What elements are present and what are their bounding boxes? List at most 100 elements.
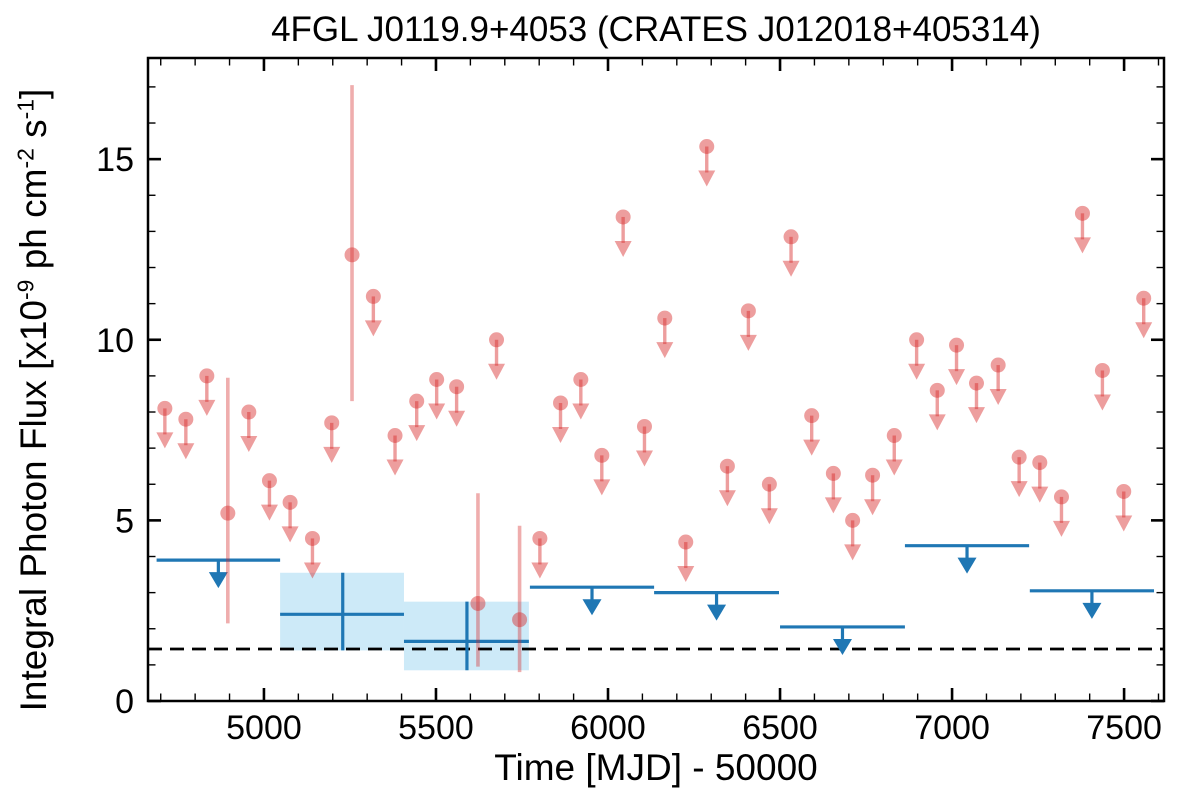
down-arrow-icon — [614, 240, 632, 257]
down-arrow-icon — [552, 426, 570, 443]
down-arrow-icon — [303, 562, 321, 579]
x-tick-label: 5500 — [398, 709, 474, 747]
upper-limit-point — [615, 209, 631, 225]
upper-limit-point — [178, 411, 194, 427]
y-tick-label: 0 — [115, 683, 134, 721]
detection-point — [470, 595, 486, 611]
x-tick-label: 7500 — [1086, 709, 1162, 747]
down-arrow-icon — [635, 450, 653, 467]
down-arrow-icon — [1052, 520, 1070, 537]
down-arrow-icon — [323, 446, 341, 463]
y-axis-label-units-2: s — [13, 119, 54, 149]
x-tick-label: 5000 — [226, 709, 302, 747]
upper-limit-point — [532, 530, 548, 546]
y-axis-label-exp-9: -9 — [12, 279, 39, 300]
down-arrow-icon — [1082, 602, 1102, 619]
upper-limit-point — [1032, 455, 1048, 471]
down-arrow-icon — [156, 432, 174, 449]
upper-limit-point — [282, 494, 298, 510]
down-arrow-icon — [760, 508, 778, 525]
upper-limit-point — [1136, 290, 1152, 306]
upper-limit-point — [365, 288, 381, 304]
upper-limit-point — [489, 332, 505, 348]
yearly-detection-boxes — [280, 572, 529, 671]
down-arrow-icon — [488, 363, 506, 380]
down-arrow-icon — [1135, 322, 1153, 339]
y-axis-label-text: Integral Photon Flux [x10 — [13, 299, 54, 712]
y-axis-label-close-bracket: ] — [13, 88, 54, 99]
upper-limit-point — [157, 400, 173, 416]
upper-limit-point — [657, 310, 673, 326]
down-arrow-icon — [885, 459, 903, 476]
x-tick-labels: 5000 5500 6000 6500 7000 7500 — [226, 709, 1162, 747]
upper-limit-point — [449, 379, 465, 395]
upper-limit-point — [1116, 483, 1132, 499]
down-arrow-icon — [967, 407, 985, 424]
upper-limit-point — [261, 473, 277, 489]
upper-limit-point — [199, 368, 215, 384]
y-tick-label: 15 — [96, 141, 134, 179]
x-tick-label: 7000 — [914, 709, 990, 747]
down-arrow-icon — [1031, 486, 1049, 503]
upper-limit-point — [1053, 489, 1069, 505]
y-tick-label: 10 — [96, 322, 134, 360]
down-arrow-icon — [908, 363, 926, 380]
y-axis-label-exp-2: -2 — [12, 148, 39, 169]
upper-limit-point — [1074, 205, 1090, 221]
down-arrow-icon — [928, 414, 946, 431]
bimonthly-upper-limits-series — [156, 139, 1153, 583]
down-arrow-icon — [698, 170, 716, 187]
upper-limit-point — [304, 530, 320, 546]
down-arrow-icon — [208, 572, 228, 589]
upper-limit-point — [1094, 362, 1110, 378]
down-arrow-icon — [448, 410, 466, 427]
down-arrow-icon — [739, 334, 757, 351]
down-arrow-icon — [948, 369, 966, 386]
down-arrow-icon — [803, 439, 821, 456]
plot-frame — [146, 56, 1166, 703]
down-arrow-icon — [281, 526, 299, 543]
down-arrow-icon — [593, 479, 611, 496]
upper-limit-point — [429, 372, 445, 387]
x-tick-label: 6000 — [570, 709, 646, 747]
y-tick-label: 5 — [115, 502, 134, 540]
down-arrow-icon — [1073, 237, 1091, 254]
axes-frame — [146, 56, 1166, 703]
upper-limit-point — [573, 372, 589, 387]
upper-limit-point — [990, 357, 1006, 373]
down-arrow-icon — [572, 403, 590, 420]
y-tick-labels: 0 5 10 15 — [96, 141, 134, 721]
upper-limit-point — [761, 476, 777, 492]
y-axis-label-units-1: ph cm — [13, 168, 54, 280]
down-arrow-icon — [1093, 394, 1111, 411]
upper-limit-point — [968, 375, 984, 391]
upper-limit-point — [783, 229, 799, 245]
down-arrow-icon — [677, 566, 695, 583]
upper-limit-point — [241, 404, 257, 420]
down-arrow-icon — [582, 599, 602, 616]
upper-limit-point — [1011, 449, 1027, 465]
down-arrow-icon — [177, 443, 195, 460]
upper-limit-point — [740, 303, 756, 319]
upper-limit-point — [886, 427, 902, 443]
detection-point — [344, 247, 360, 263]
upper-limit-point — [825, 465, 841, 481]
upper-limit-point — [324, 415, 340, 431]
upper-limit-point — [845, 512, 861, 528]
down-arrow-icon — [844, 544, 862, 561]
down-arrow-icon — [989, 389, 1007, 406]
down-arrow-icon — [957, 557, 977, 574]
down-arrow-icon — [718, 490, 736, 507]
upper-limit-point — [409, 393, 425, 409]
x-axis-label: Time [MJD] - 50000 — [494, 747, 818, 788]
detection-point — [220, 505, 236, 521]
upper-limit-point — [678, 534, 694, 550]
down-arrow-icon — [428, 403, 446, 420]
down-arrow-icon — [531, 562, 549, 579]
chart-title: 4FGL J0119.9+4053 (CRATES J012018+405314… — [271, 10, 1041, 49]
upper-limit-point — [387, 427, 403, 443]
detection-point — [512, 612, 528, 628]
yearly-detections-series — [280, 572, 529, 671]
upper-limit-point — [929, 382, 945, 398]
